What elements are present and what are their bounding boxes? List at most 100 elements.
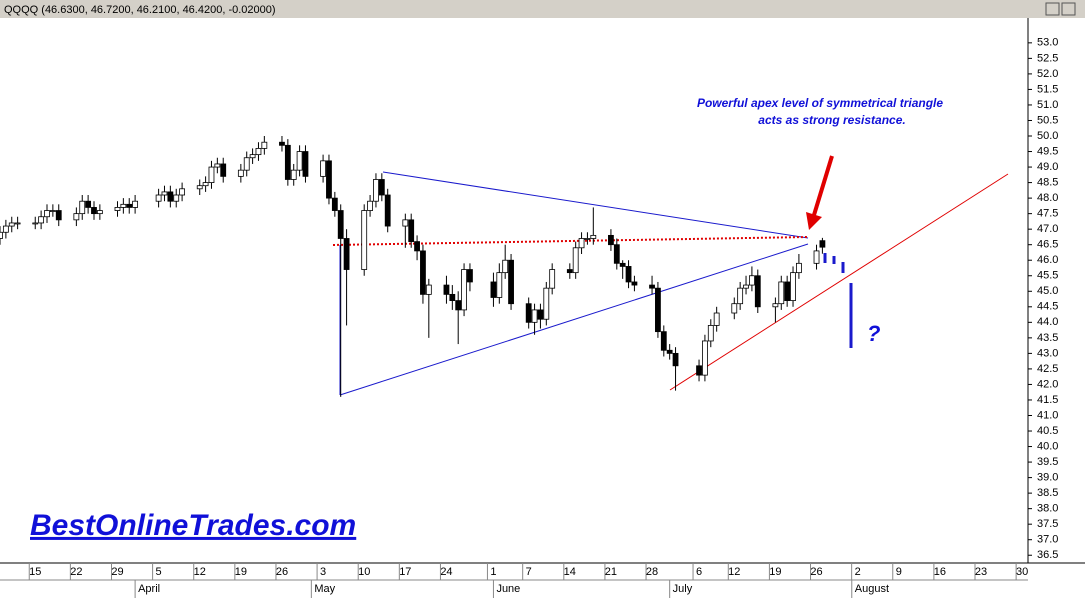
y-tick-label: 51.5: [1037, 83, 1058, 95]
y-tick-label: 45.5: [1037, 270, 1058, 282]
candle-body: [179, 188, 186, 196]
candle-body: [326, 160, 332, 199]
candle-body: [373, 179, 379, 202]
question-mark: ?: [867, 321, 880, 346]
candle-body: [155, 194, 162, 202]
candle-body: [537, 309, 544, 320]
candle-body: [249, 154, 256, 159]
candle-body: [402, 219, 409, 227]
x-tick-label: 24: [440, 566, 452, 578]
candle-body: [55, 210, 62, 221]
y-tick-label: 44.0: [1037, 316, 1058, 328]
month-label: May: [314, 583, 335, 595]
candle-body: [772, 303, 779, 308]
annotation: acts as strong resistance.: [758, 113, 905, 127]
candle-body: [2, 225, 9, 233]
candle-body: [655, 287, 661, 333]
candle-body: [96, 210, 103, 215]
candle-body: [508, 259, 514, 305]
candle-body: [73, 213, 80, 221]
candle-body: [132, 200, 139, 208]
x-tick-label: 14: [564, 566, 576, 578]
candle-body: [525, 303, 532, 323]
candle-body: [549, 269, 556, 289]
month-label: June: [496, 583, 520, 595]
annotation: Powerful apex level of symmetrical trian…: [697, 96, 943, 110]
candle-body: [14, 222, 21, 225]
candle-body: [220, 163, 227, 177]
y-tick-label: 37.5: [1037, 518, 1058, 530]
y-tick-label: 45.0: [1037, 285, 1058, 297]
candle-body: [754, 275, 761, 308]
close-button[interactable]: [1061, 2, 1076, 16]
candle-body: [243, 157, 250, 171]
candle-body: [455, 300, 462, 311]
candle-body: [320, 160, 326, 177]
x-tick-label: 16: [934, 566, 946, 578]
y-tick-label: 43.0: [1037, 347, 1058, 359]
candle-body: [196, 185, 203, 190]
candle-body: [649, 284, 655, 289]
y-tick-label: 40.5: [1037, 425, 1058, 437]
candle-body: [613, 244, 620, 264]
candle-body: [279, 141, 285, 146]
candle-body: [214, 163, 221, 168]
x-tick-label: 17: [399, 566, 411, 578]
candle-body: [790, 272, 796, 301]
y-tick-label: 53.0: [1037, 37, 1058, 49]
x-tick-label: 10: [358, 566, 370, 578]
candle-body: [331, 197, 338, 211]
candle-body: [302, 151, 309, 177]
candle-body: [784, 281, 791, 301]
y-tick-label: 42.5: [1037, 363, 1058, 375]
candle-body: [502, 259, 509, 274]
x-tick-label: 23: [975, 566, 987, 578]
y-tick-label: 52.0: [1037, 68, 1058, 80]
candle-body: [114, 207, 121, 211]
watermark: BestOnlineTrades.com: [30, 509, 356, 542]
candle-body: [420, 250, 426, 295]
candle-body: [584, 238, 591, 240]
candle-body: [461, 269, 467, 311]
candle-body: [566, 269, 573, 274]
candle-body: [531, 309, 538, 323]
candle-body: [414, 241, 420, 252]
candle-body: [173, 194, 180, 202]
x-tick-label: 21: [605, 566, 617, 578]
x-tick-label: 29: [111, 566, 123, 578]
support-line: [669, 173, 1009, 391]
candle-body: [237, 169, 244, 177]
candle-body: [572, 247, 579, 274]
candle-body: [707, 325, 714, 342]
candle-body: [425, 284, 432, 295]
triangle-top: [382, 171, 809, 239]
restore-button[interactable]: [1045, 2, 1060, 16]
candle-body: [378, 179, 385, 196]
candle-body: [361, 210, 368, 270]
x-tick-label: 1: [490, 566, 496, 578]
y-tick-label: 36.5: [1037, 549, 1058, 561]
candle-body: [367, 200, 373, 211]
x-tick-label: 22: [70, 566, 82, 578]
candle-body: [32, 222, 39, 225]
triangle-bottom: [339, 243, 809, 396]
candle-body: [696, 365, 702, 376]
x-tick-label: 28: [646, 566, 658, 578]
candle-body: [0, 231, 3, 239]
candle-body: [79, 200, 86, 215]
candle-body: [38, 216, 45, 224]
y-tick-label: 42.0: [1037, 378, 1058, 390]
candle-body: [296, 151, 303, 171]
y-tick-label: 46.0: [1037, 254, 1058, 266]
y-tick-label: 49.0: [1037, 161, 1058, 173]
candle-body: [713, 312, 720, 326]
candle-body: [590, 234, 597, 239]
x-tick-label: 3: [320, 566, 326, 578]
candle-body: [85, 200, 92, 208]
resistance-line: [332, 236, 809, 246]
candle-body: [49, 210, 56, 212]
arrow-head: [806, 212, 822, 230]
candle-body: [202, 182, 209, 187]
candle-body: [408, 219, 415, 242]
candle-body: [284, 144, 291, 180]
